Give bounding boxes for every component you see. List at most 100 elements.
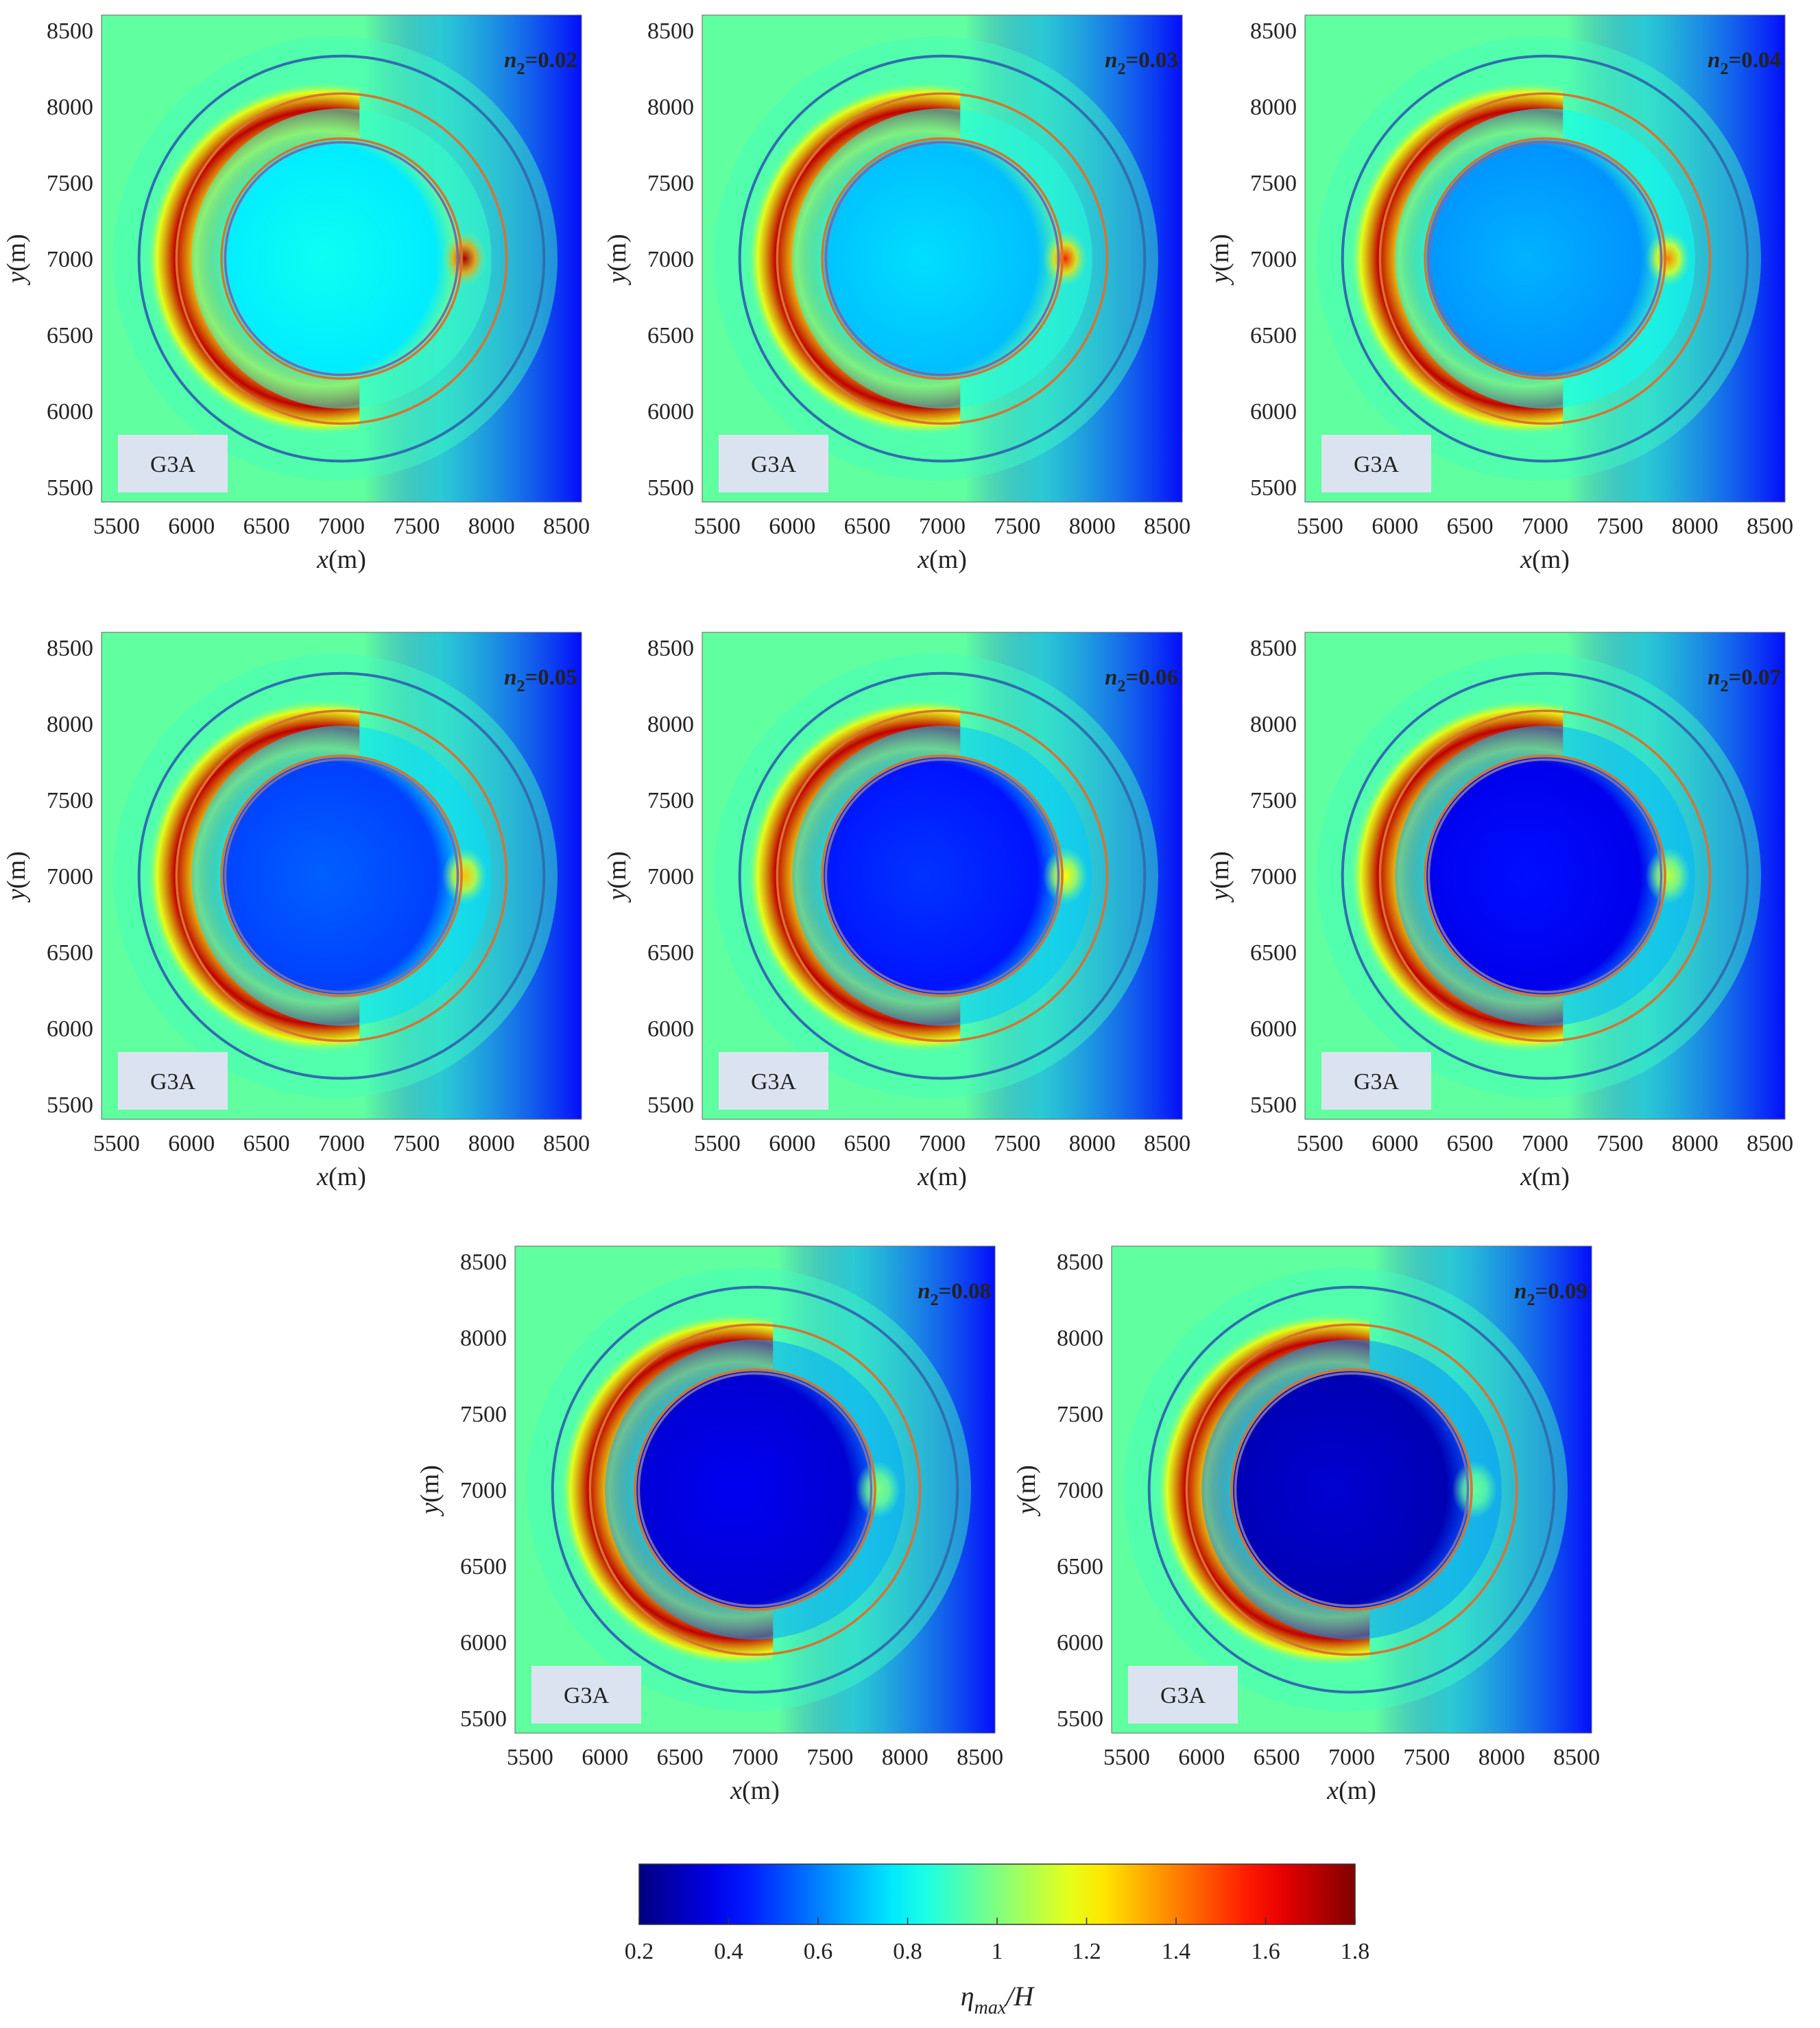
x-tick-label: 8500 xyxy=(1144,1131,1190,1156)
x-axis-label: x(m) xyxy=(917,545,967,574)
colorbar-tick-label: 1 xyxy=(992,1939,1003,1964)
y-tick-label: 8500 xyxy=(1057,1250,1103,1275)
x-tick-label: 5500 xyxy=(1103,1745,1150,1770)
interior-region xyxy=(1426,757,1664,994)
x-tick-label: 8500 xyxy=(1747,514,1793,539)
panel-5: 5500 6000 6500 7000 7500 8000 8500 5500 6000 6500… xyxy=(603,632,1190,1191)
x-axis-label: x(m) xyxy=(1520,1162,1570,1191)
x-tick-label: 7500 xyxy=(994,514,1040,539)
x-axis-label: x(m) xyxy=(1326,1776,1376,1805)
case-badge xyxy=(118,435,228,492)
contour-field xyxy=(702,632,1182,1119)
x-tick-label: 7500 xyxy=(393,514,440,539)
contour-field xyxy=(702,15,1182,502)
panel-label: n2=0.06 xyxy=(1105,665,1178,695)
y-tick-label: 7000 xyxy=(47,247,93,272)
panel-1: 5500 6000 6500 7000 7500 8000 8500 5500 6000 6500… xyxy=(2,14,590,574)
y-tick-label: 6500 xyxy=(647,940,694,966)
circle-outer xyxy=(738,671,1147,1080)
x-tick-label: 6000 xyxy=(1372,1131,1418,1156)
x-tick-label: 5500 xyxy=(1297,514,1343,539)
y-tick-label: 8000 xyxy=(47,95,93,120)
y-tick-label: 7500 xyxy=(647,788,694,813)
y-tick-label: 5500 xyxy=(47,475,93,501)
x-tick-label: 8000 xyxy=(1478,1745,1525,1770)
x-tick-label: 6500 xyxy=(1447,514,1494,539)
colorbar-label: ηmax/H xyxy=(961,1981,1035,2018)
y-axis-label: y(m) xyxy=(1206,851,1234,903)
hotspot xyxy=(1042,230,1088,287)
y-axis-label: y(m) xyxy=(1206,234,1234,286)
x-tick-label: 7000 xyxy=(1328,1745,1375,1770)
x-tick-label: 8000 xyxy=(1672,1131,1719,1156)
x-tick-label: 7500 xyxy=(994,1131,1040,1156)
contour-field xyxy=(1112,1246,1592,1733)
y-tick-label: 7500 xyxy=(47,788,93,813)
x-tick-label: 7500 xyxy=(1403,1745,1450,1770)
x-tick-label: 8500 xyxy=(957,1745,1003,1770)
x-tick-label: 8500 xyxy=(1144,514,1190,539)
x-tick-label: 7000 xyxy=(919,514,966,539)
y-tick-label: 6500 xyxy=(460,1554,507,1579)
plot-frame xyxy=(1304,14,1786,503)
x-tick-label: 7500 xyxy=(1596,1131,1643,1156)
x-tick-label: 6000 xyxy=(582,1745,628,1770)
contour-field xyxy=(515,1246,995,1733)
y-axis-label: y(m) xyxy=(416,1465,444,1517)
circle-middle xyxy=(175,709,508,1042)
case-badge xyxy=(719,1052,828,1110)
x-tick-label: 6500 xyxy=(1447,1131,1494,1156)
y-tick-label: 5500 xyxy=(1250,475,1297,501)
circle-inner-outer xyxy=(1424,754,1666,997)
case-badge xyxy=(531,1666,641,1723)
y-axis-label: y(m) xyxy=(603,851,632,903)
y-tick-label: 7000 xyxy=(1057,1478,1103,1503)
contour-field xyxy=(101,15,582,502)
colorbar-tick-label: 1.2 xyxy=(1072,1939,1101,1964)
x-tick-label: 5500 xyxy=(694,1131,741,1156)
case-badge-label: G3A xyxy=(751,452,797,477)
y-tick-label: 6000 xyxy=(1250,399,1297,425)
x-tick-label: 5500 xyxy=(507,1745,553,1770)
x-axis-label: x(m) xyxy=(1520,545,1570,574)
colorbar-tick-label: 0.6 xyxy=(804,1939,833,1964)
x-tick-label: 6000 xyxy=(1178,1745,1225,1770)
circle-inner-outer xyxy=(1424,137,1666,380)
y-tick-label: 8500 xyxy=(460,1250,507,1275)
plot-frame xyxy=(1304,632,1786,1120)
x-tick-label: 6000 xyxy=(168,1131,215,1156)
x-tick-label: 8500 xyxy=(1553,1745,1600,1770)
y-tick-label: 8000 xyxy=(647,95,694,120)
x-tick-label: 6000 xyxy=(769,514,815,539)
y-tick-label: 6500 xyxy=(1057,1554,1103,1579)
x-tick-label: 5500 xyxy=(1297,1131,1343,1156)
x-tick-label: 6000 xyxy=(168,514,215,539)
circle-inner-outer xyxy=(821,137,1064,380)
colorbar-bar xyxy=(638,1863,1356,1925)
y-tick-label: 6000 xyxy=(47,1016,93,1042)
panel-4: 5500 6000 6500 7000 7500 8000 8500 5500 6000 6500… xyxy=(2,632,590,1191)
circle-middle xyxy=(1378,709,1712,1042)
y-axis-label: y(m) xyxy=(1012,1465,1041,1517)
y-tick-label: 7000 xyxy=(460,1478,507,1503)
interior-region xyxy=(636,1371,874,1608)
y-tick-label: 8500 xyxy=(47,636,93,661)
x-tick-label: 7000 xyxy=(1522,514,1568,539)
y-tick-label: 6000 xyxy=(47,399,93,425)
y-tick-label: 8500 xyxy=(1250,19,1297,44)
case-badge xyxy=(118,1052,228,1110)
x-tick-label: 5500 xyxy=(93,1131,140,1156)
x-tick-label: 8500 xyxy=(543,514,590,539)
y-tick-label: 7500 xyxy=(647,171,694,196)
y-tick-label: 6500 xyxy=(47,940,93,966)
y-tick-label: 5500 xyxy=(1057,1706,1103,1732)
y-tick-label: 8500 xyxy=(647,636,694,661)
circle-middle xyxy=(776,709,1109,1042)
hotspot xyxy=(442,847,488,905)
y-axis-label: y(m) xyxy=(2,234,31,286)
circle-inner-outer xyxy=(634,1368,876,1611)
y-tick-label: 8000 xyxy=(1250,95,1297,120)
circle-inner xyxy=(637,1372,873,1608)
y-tick-label: 7000 xyxy=(1250,247,1297,272)
